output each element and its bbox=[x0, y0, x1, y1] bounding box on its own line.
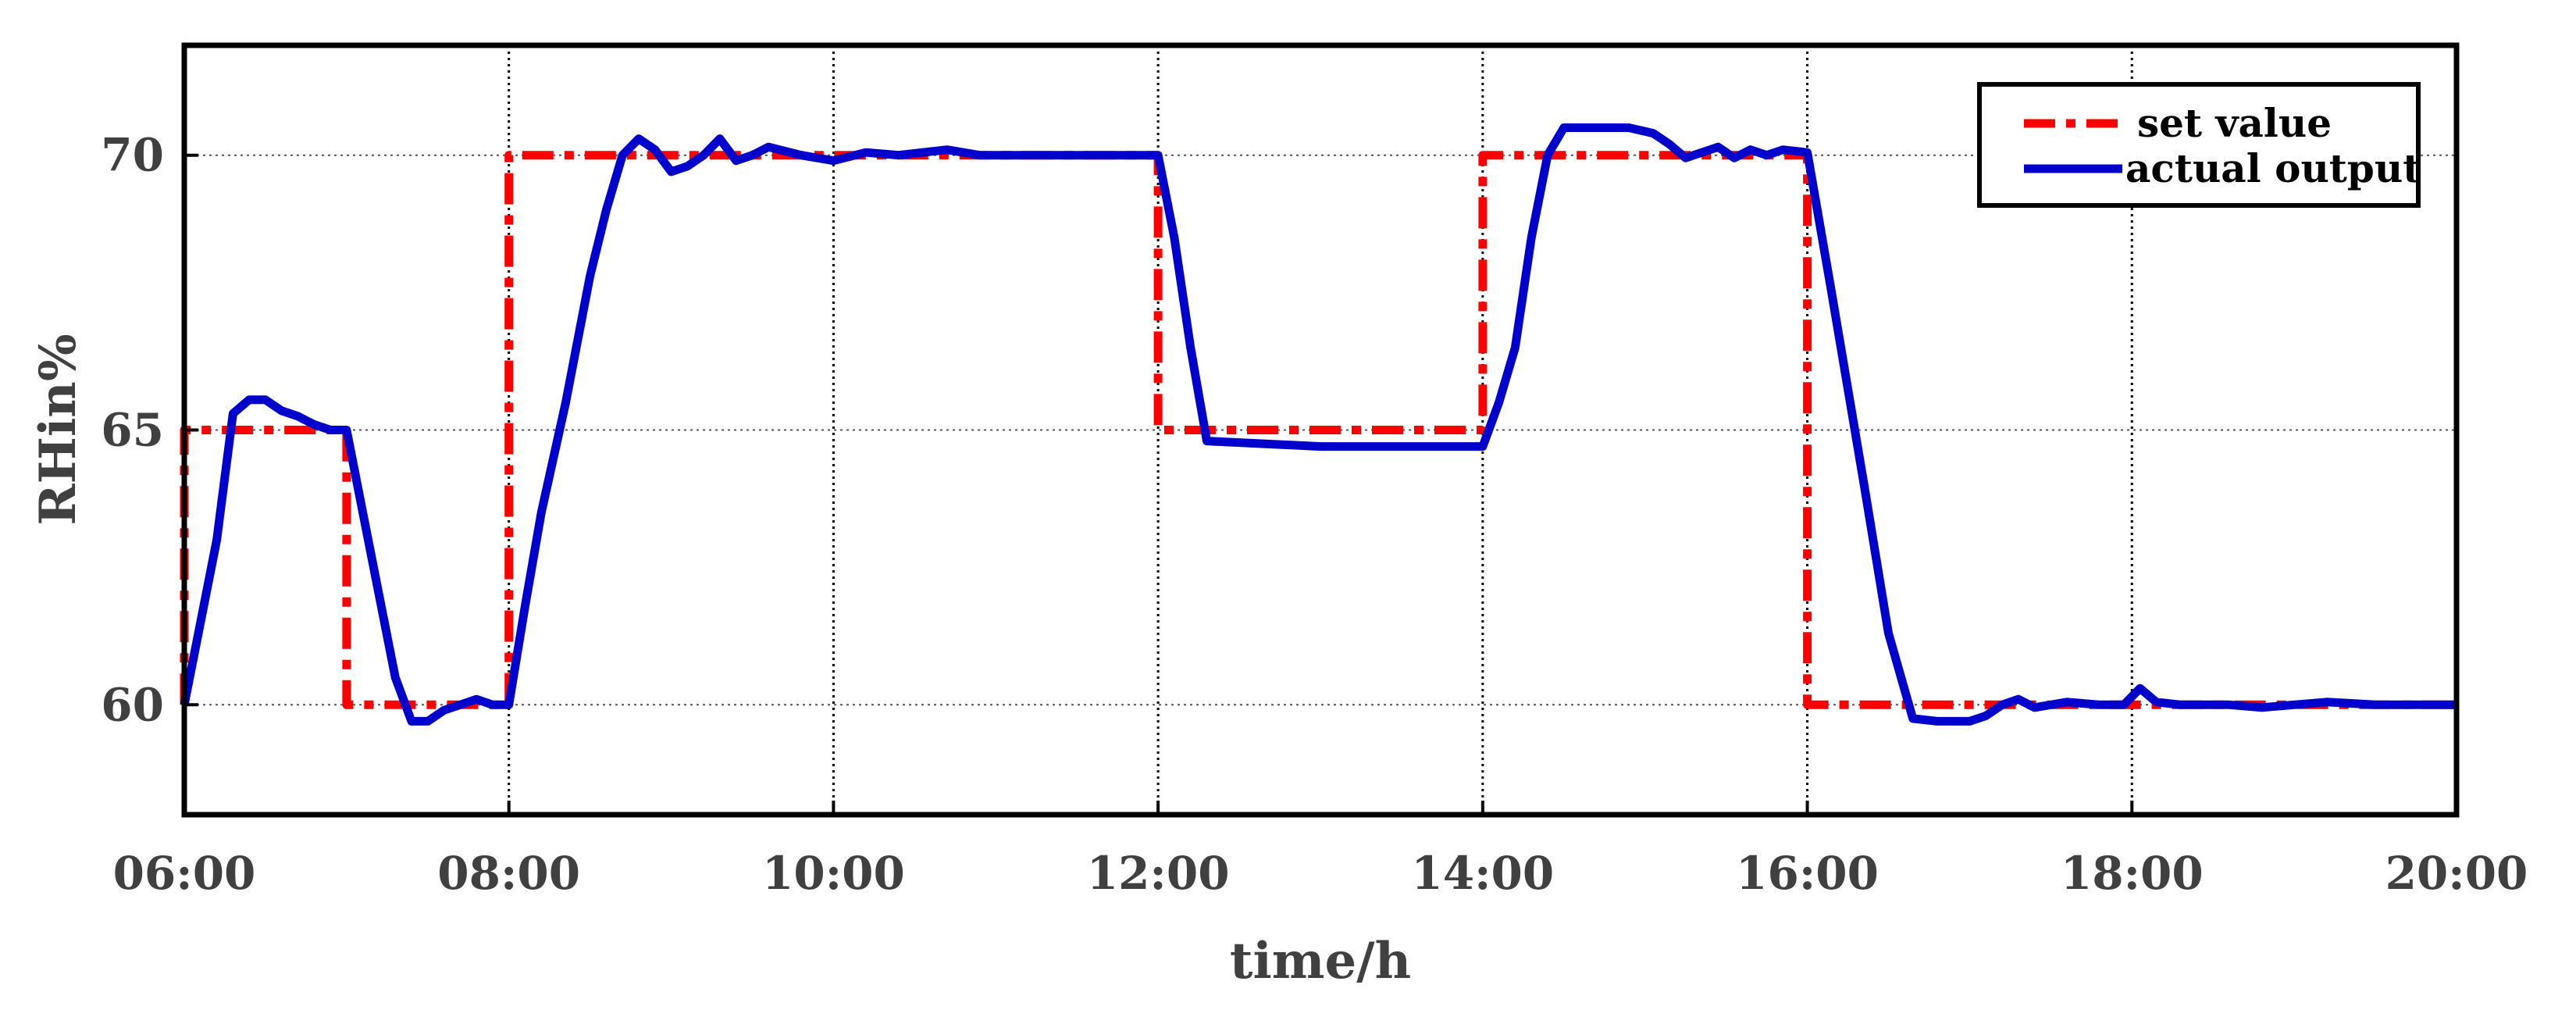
series-line-actual-output bbox=[180, 123, 2457, 726]
legend-label-set-value: set value bbox=[2137, 100, 2332, 146]
y-axis-ticks: 60 65 70 bbox=[101, 129, 198, 731]
x-tick-label: 12:00 bbox=[1087, 847, 1230, 900]
x-tick-label: 16:00 bbox=[1736, 847, 1879, 900]
series-lines bbox=[180, 123, 2457, 726]
x-tick-label: 08:00 bbox=[437, 847, 580, 900]
y-tick-label: 60 bbox=[101, 678, 164, 731]
x-tick-label: 18:00 bbox=[2061, 847, 2204, 900]
x-tick-label: 06:00 bbox=[113, 847, 256, 900]
x-tick-label: 20:00 bbox=[2385, 847, 2528, 900]
x-tick-label: 10:00 bbox=[762, 847, 905, 900]
y-tick-label: 70 bbox=[101, 129, 164, 182]
legend-label-actual-output: actual output bbox=[2125, 145, 2421, 191]
y-tick-label: 65 bbox=[101, 404, 164, 457]
x-tick-label: 14:00 bbox=[1411, 847, 1554, 900]
x-axis-ticks: 06:00 08:00 10:00 12:00 14:00 16:00 18:00 20:00 bbox=[113, 801, 2528, 900]
legend-box bbox=[1977, 82, 2421, 208]
legend: set value actual output bbox=[1977, 82, 2421, 208]
x-axis-label: time/h bbox=[1230, 932, 1411, 990]
y-axis-label: RHin% bbox=[29, 334, 87, 525]
